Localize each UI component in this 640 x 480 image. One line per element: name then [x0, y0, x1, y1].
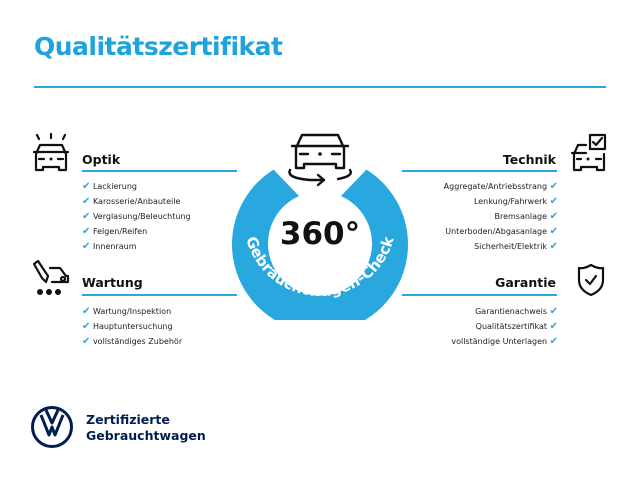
- wartung-list: ✔ Wartung/Inspektion ✔ Hauptuntersuchung…: [82, 304, 182, 349]
- car-rotate-icon: [288, 133, 352, 187]
- check-icon: ✔: [82, 181, 91, 192]
- check-icon: ✔: [82, 211, 91, 222]
- list-item: ✔ Hauptuntersuchung: [82, 321, 173, 332]
- check-icon: ✔: [82, 336, 91, 347]
- vw-logo: [31, 406, 73, 448]
- check-icon: ✔: [82, 321, 91, 332]
- list-item: Bremsanlage ✔: [494, 211, 558, 222]
- car-lights-icon: [32, 132, 70, 172]
- section-heading-wartung: Wartung: [82, 275, 143, 290]
- check-icon: ✔: [82, 196, 91, 207]
- section-heading-technik: Technik: [502, 152, 556, 167]
- section-heading-garantie: Garantie: [495, 275, 556, 290]
- list-item: Unterboden/Abgasanlage ✔: [445, 226, 558, 237]
- shield-check-icon: [577, 263, 605, 297]
- list-item: ✔ Felgen/Reifen: [82, 226, 148, 237]
- check-icon: ✔: [82, 306, 91, 317]
- footer-brand-text: Zertifizierte Gebrauchtwagen: [86, 412, 206, 443]
- garantie-divider: [402, 294, 557, 296]
- optik-divider: [82, 170, 237, 172]
- list-item: ✔ Wartung/Inspektion: [82, 306, 172, 317]
- list-item: vollständige Unterlagen ✔: [451, 336, 558, 347]
- check-icon: ✔: [82, 226, 91, 237]
- car-check-icon: [570, 133, 607, 172]
- list-item: Aggregate/Antriebsstrang ✔: [443, 181, 558, 192]
- page-title: Qualitätszertifikat: [34, 32, 283, 61]
- title-divider: [34, 86, 606, 88]
- list-item: ✔ vollständiges Zubehör: [82, 336, 183, 347]
- list-item: Lenkung/Fahrwerk ✔: [473, 196, 558, 207]
- list-item: ✔ Karosserie/Anbauteile: [82, 196, 181, 207]
- check-icon: ✔: [549, 196, 558, 207]
- technik-divider: [402, 170, 557, 172]
- ring: [232, 169, 408, 320]
- service-tool-icon: [32, 259, 70, 295]
- optik-list: ✔ Lackierung ✔ Karosserie/Anbauteile ✔ V…: [82, 179, 191, 254]
- list-item: ✔ Lackierung: [82, 181, 137, 192]
- section-heading-optik: Optik: [82, 152, 121, 167]
- check-icon: ✔: [549, 181, 558, 192]
- list-item: Garantienachweis ✔: [475, 306, 558, 317]
- wartung-divider: [82, 294, 237, 296]
- degrees-label: 360°: [280, 216, 360, 252]
- 360-check-badge: 360° Gebrauchtwagen-Check: [232, 133, 408, 320]
- check-icon: ✔: [549, 226, 558, 237]
- list-item: ✔ Innenraum: [82, 241, 137, 252]
- check-icon: ✔: [549, 321, 558, 332]
- check-icon: ✔: [549, 211, 558, 222]
- check-icon: ✔: [549, 336, 558, 347]
- list-item: Qualitätszertifikat ✔: [475, 321, 558, 332]
- technik-list: Aggregate/Antriebsstrang ✔ Lenkung/Fahrw…: [444, 179, 558, 254]
- check-icon: ✔: [549, 306, 558, 317]
- list-item: Sicherheit/Elektrik ✔: [474, 241, 558, 252]
- garantie-list: Garantienachweis ✔ Qualitätszertifikat ✔…: [451, 304, 558, 349]
- check-icon: ✔: [549, 241, 558, 252]
- check-icon: ✔: [82, 241, 91, 252]
- list-item: ✔ Verglasung/Beleuchtung: [82, 211, 191, 222]
